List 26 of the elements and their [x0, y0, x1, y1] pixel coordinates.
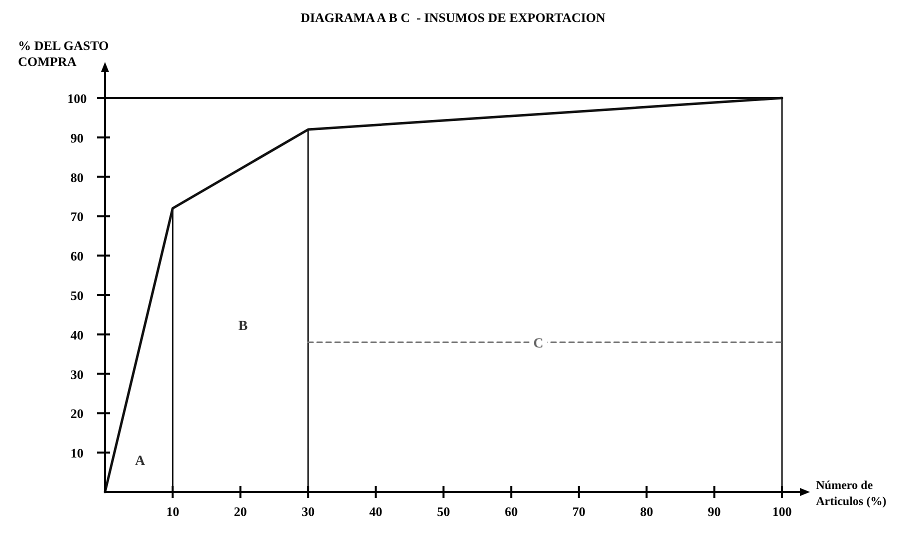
x-tick-label: 20 — [234, 504, 247, 519]
y-tick-label: 60 — [70, 248, 84, 264]
annotation: B — [238, 319, 248, 334]
y-tick-label: 10 — [70, 446, 84, 461]
x-tick-label: 80 — [640, 504, 654, 519]
y-tick-label: 40 — [70, 327, 84, 342]
x-tick-label: 90 — [708, 504, 721, 519]
chart-title: DIAGRAMA A B C - INSUMOS DE EXPORTACION — [300, 10, 606, 25]
y-axis-title: % DEL GASTO COMPRA — [18, 38, 109, 69]
y-tick-label: 50 — [70, 288, 84, 303]
annotation: C — [533, 336, 544, 352]
y-tick-label: 20 — [70, 406, 84, 422]
y-tick-label: 70 — [70, 209, 84, 224]
x-tick-label: 10 — [166, 504, 180, 519]
x-tick-label: 70 — [572, 504, 586, 519]
annotation: A — [134, 454, 146, 469]
y-tick-label: 80 — [70, 170, 84, 185]
x-axis-title: Número de Articulos (%) — [816, 478, 886, 508]
x-tick-label: 100 — [772, 504, 792, 519]
x-tick-label: 30 — [302, 504, 315, 519]
y-tick-label: 100 — [67, 91, 87, 106]
x-tick-label: 40 — [369, 504, 382, 519]
x-tick-label: 60 — [504, 504, 518, 519]
y-tick-label: 90 — [70, 130, 84, 146]
x-tick-label: 50 — [437, 504, 450, 519]
y-tick-label: 30 — [70, 366, 84, 382]
